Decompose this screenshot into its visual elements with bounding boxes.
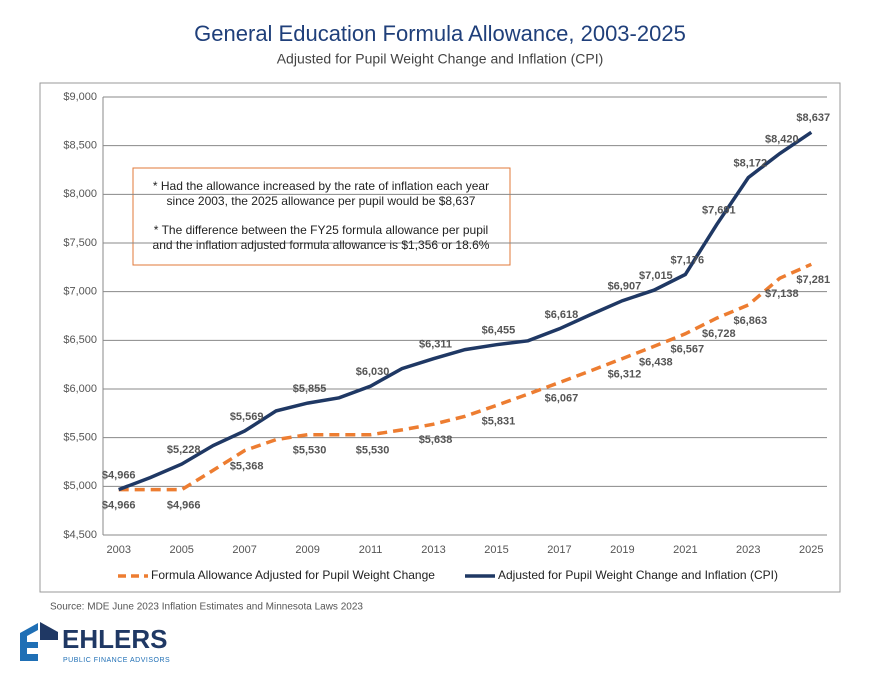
y-tick-label: $7,500 bbox=[63, 237, 97, 249]
value-label: $5,831 bbox=[482, 415, 516, 427]
y-tick-label: $9,000 bbox=[63, 91, 97, 103]
annotation: and the inflation adjusted formula allow… bbox=[153, 238, 490, 252]
chart-subtitle: Adjusted for Pupil Weight Change and Inf… bbox=[277, 51, 604, 67]
annotation: * The difference between the FY25 formul… bbox=[154, 223, 488, 237]
value-label: $6,455 bbox=[482, 325, 516, 337]
y-tick-label: $5,500 bbox=[63, 432, 97, 444]
value-label: $6,728 bbox=[702, 328, 736, 340]
value-label: $6,863 bbox=[733, 315, 767, 327]
logo-icon bbox=[40, 622, 58, 640]
x-tick-label: 2009 bbox=[295, 544, 319, 556]
x-tick-label: 2019 bbox=[610, 544, 634, 556]
value-label: $6,567 bbox=[671, 344, 705, 356]
value-label: $7,015 bbox=[639, 270, 673, 282]
chart-border bbox=[39, 82, 841, 593]
annotation: * Had the allowance increased by the rat… bbox=[153, 179, 489, 193]
value-label: $7,176 bbox=[671, 254, 705, 266]
x-tick-label: 2021 bbox=[673, 544, 697, 556]
y-tick-label: $6,500 bbox=[63, 334, 97, 346]
x-tick-label: 2003 bbox=[106, 544, 130, 556]
value-label: $6,311 bbox=[419, 339, 452, 351]
value-label: $5,368 bbox=[230, 460, 264, 472]
value-label: $7,138 bbox=[765, 288, 799, 300]
value-label: $8,637 bbox=[796, 112, 830, 124]
value-label: $6,438 bbox=[639, 356, 673, 368]
y-tick-label: $4,500 bbox=[63, 529, 97, 541]
value-label: $7,691 bbox=[702, 204, 736, 216]
value-label: $6,618 bbox=[545, 309, 579, 321]
y-tick-label: $6,000 bbox=[63, 383, 97, 395]
value-label: $5,855 bbox=[293, 383, 327, 395]
x-tick-label: 2015 bbox=[484, 544, 508, 556]
value-label: $6,067 bbox=[545, 392, 579, 404]
value-label: $4,966 bbox=[102, 470, 136, 482]
x-tick-label: 2011 bbox=[359, 544, 383, 556]
x-tick-label: 2013 bbox=[421, 544, 445, 556]
logo-tagline: PUBLIC FINANCE ADVISORS bbox=[63, 657, 170, 664]
value-label: $4,966 bbox=[167, 500, 201, 512]
legend-label: Formula Allowance Adjusted for Pupil Wei… bbox=[151, 568, 435, 582]
value-label: $5,228 bbox=[167, 444, 201, 456]
x-tick-label: 2007 bbox=[232, 544, 256, 556]
annotation: since 2003, the 2025 allowance per pupil… bbox=[167, 194, 476, 208]
legend-label: Adjusted for Pupil Weight Change and Inf… bbox=[498, 568, 778, 582]
series-line bbox=[118, 130, 813, 492]
y-tick-label: $8,500 bbox=[63, 140, 97, 152]
x-tick-label: 2023 bbox=[736, 544, 760, 556]
value-label: $8,420 bbox=[765, 133, 799, 145]
series-line bbox=[118, 262, 813, 492]
value-label: $7,281 bbox=[796, 274, 830, 286]
logo-icon bbox=[20, 623, 38, 661]
x-tick-label: 2017 bbox=[547, 544, 571, 556]
value-label: $5,530 bbox=[293, 445, 327, 457]
y-tick-label: $5,000 bbox=[63, 480, 97, 492]
value-label: $5,530 bbox=[356, 445, 390, 457]
source: Source: MDE June 2023 Inflation Estimate… bbox=[50, 602, 363, 613]
value-label: $5,569 bbox=[230, 411, 264, 423]
value-label: $4,966 bbox=[102, 500, 136, 512]
y-tick-label: $7,000 bbox=[63, 286, 97, 298]
value-label: $6,030 bbox=[356, 366, 390, 378]
value-label: $6,312 bbox=[608, 369, 642, 381]
y-tick-label: $8,000 bbox=[63, 188, 97, 200]
logo: EHLERS PUBLIC FINANCE ADVISORS bbox=[20, 622, 170, 664]
x-tick-label: 2025 bbox=[799, 544, 823, 556]
chart-title: General Education Formula Allowance, 200… bbox=[194, 21, 686, 46]
value-label: $6,907 bbox=[608, 281, 642, 293]
value-label: $8,172 bbox=[733, 157, 767, 169]
value-label: $5,638 bbox=[419, 434, 453, 446]
annotation-box bbox=[132, 167, 511, 266]
logo-name: EHLERS bbox=[62, 624, 167, 654]
x-tick-label: 2005 bbox=[169, 544, 193, 556]
